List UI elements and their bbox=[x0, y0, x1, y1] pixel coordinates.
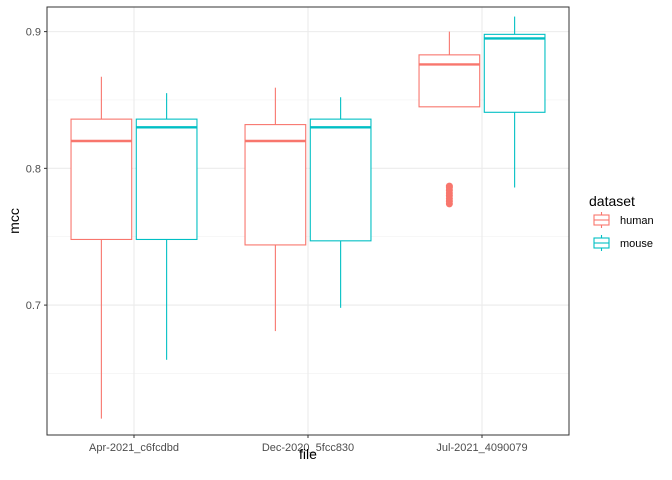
x-tick-label-0: Apr-2021_c6fcdbd bbox=[89, 442, 179, 454]
grid-lines bbox=[47, 7, 569, 435]
box-mouse-1 bbox=[309, 118, 372, 242]
box-human-1 bbox=[244, 124, 307, 246]
legend: dataset human mouse bbox=[589, 193, 654, 251]
box-human-2 bbox=[418, 54, 481, 108]
box-human-0 bbox=[70, 118, 133, 241]
legend-title: dataset bbox=[589, 193, 635, 209]
legend-keys bbox=[593, 212, 610, 251]
y-axis-title: mcc bbox=[6, 208, 22, 234]
legend-label-mouse: mouse bbox=[620, 238, 653, 250]
y-tick-label-0: 0.7 bbox=[26, 300, 41, 312]
y-tick-label-2: 0.9 bbox=[26, 27, 41, 39]
box-mouse-0 bbox=[135, 118, 198, 241]
legend-label-human: human bbox=[620, 215, 654, 227]
axes: 0.7 0.8 0.9 Apr-2021_c6fcdbd Dec-2020_5fcc83… bbox=[26, 27, 528, 454]
outlier-human-2-7 bbox=[445, 182, 453, 190]
x-axis-title: file bbox=[299, 446, 317, 462]
box-mouse-2 bbox=[483, 33, 546, 113]
y-tick-label-1: 0.8 bbox=[26, 163, 41, 175]
x-tick-label-1: Dec-2020_5fcc830 bbox=[262, 442, 354, 454]
x-tick-label-2: Jul-2021_4090079 bbox=[436, 442, 527, 454]
boxes bbox=[70, 16, 546, 419]
